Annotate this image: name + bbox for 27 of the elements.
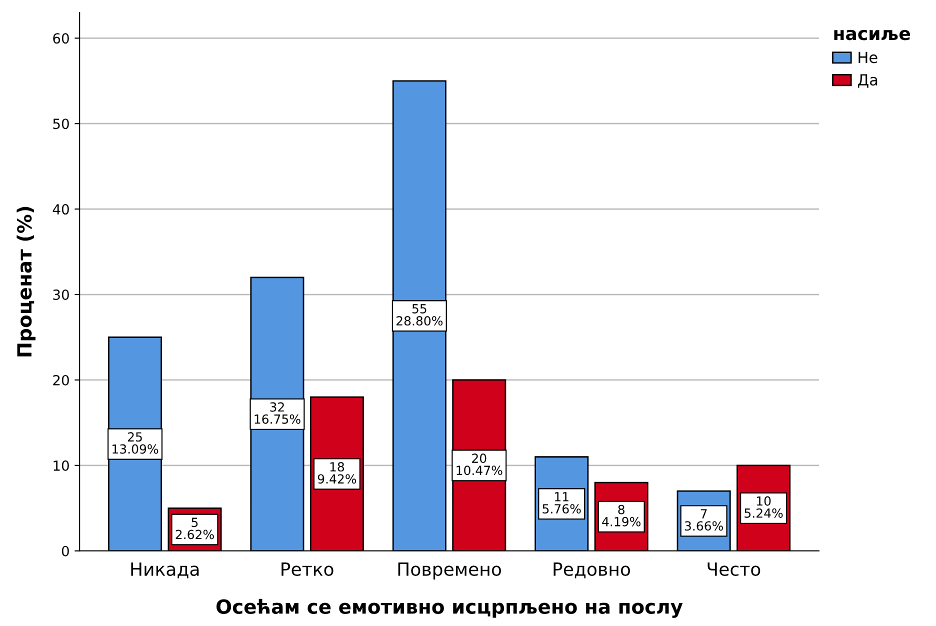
- y-tick-label: 60: [53, 33, 69, 44]
- data-label: 5 2.62%: [176, 518, 214, 540]
- x-tick-label: Редовно: [554, 562, 630, 578]
- legend-title: насиље: [834, 30, 910, 40]
- data-label: 55 28.80%: [396, 304, 443, 326]
- data-label: 7 3.66%: [684, 509, 723, 531]
- y-axis-title: Проценат (%): [16, 206, 36, 356]
- x-tick-label: Повремено: [398, 562, 501, 580]
- data-label: 11 5.76%: [542, 492, 581, 514]
- x-axis-title: Осећам се емотивно исцрпљено на послу: [216, 598, 683, 618]
- x-tick-label: Никада: [131, 562, 199, 578]
- y-tick-label: 20: [53, 374, 69, 386]
- y-tick-label: 50: [53, 118, 69, 130]
- data-label: 32 16.75%: [254, 402, 300, 424]
- y-tick-label: 40: [52, 204, 69, 215]
- data-label: 25 13.09%: [112, 432, 158, 454]
- y-tick-label: 0: [62, 546, 69, 556]
- data-label: 18 9.42%: [318, 462, 356, 484]
- y-tick-label: 10: [54, 460, 69, 471]
- data-label: 10 5.24%: [744, 496, 783, 518]
- data-label: 8 4.19%: [602, 504, 641, 526]
- x-tick-label: Често: [708, 562, 760, 576]
- legend-label: Да: [858, 74, 878, 88]
- data-label: 20 10.47%: [456, 454, 502, 476]
- y-tick-label: 30: [53, 289, 69, 300]
- legend-label: Не: [858, 52, 878, 64]
- x-tick-label: Ретко: [282, 562, 334, 576]
